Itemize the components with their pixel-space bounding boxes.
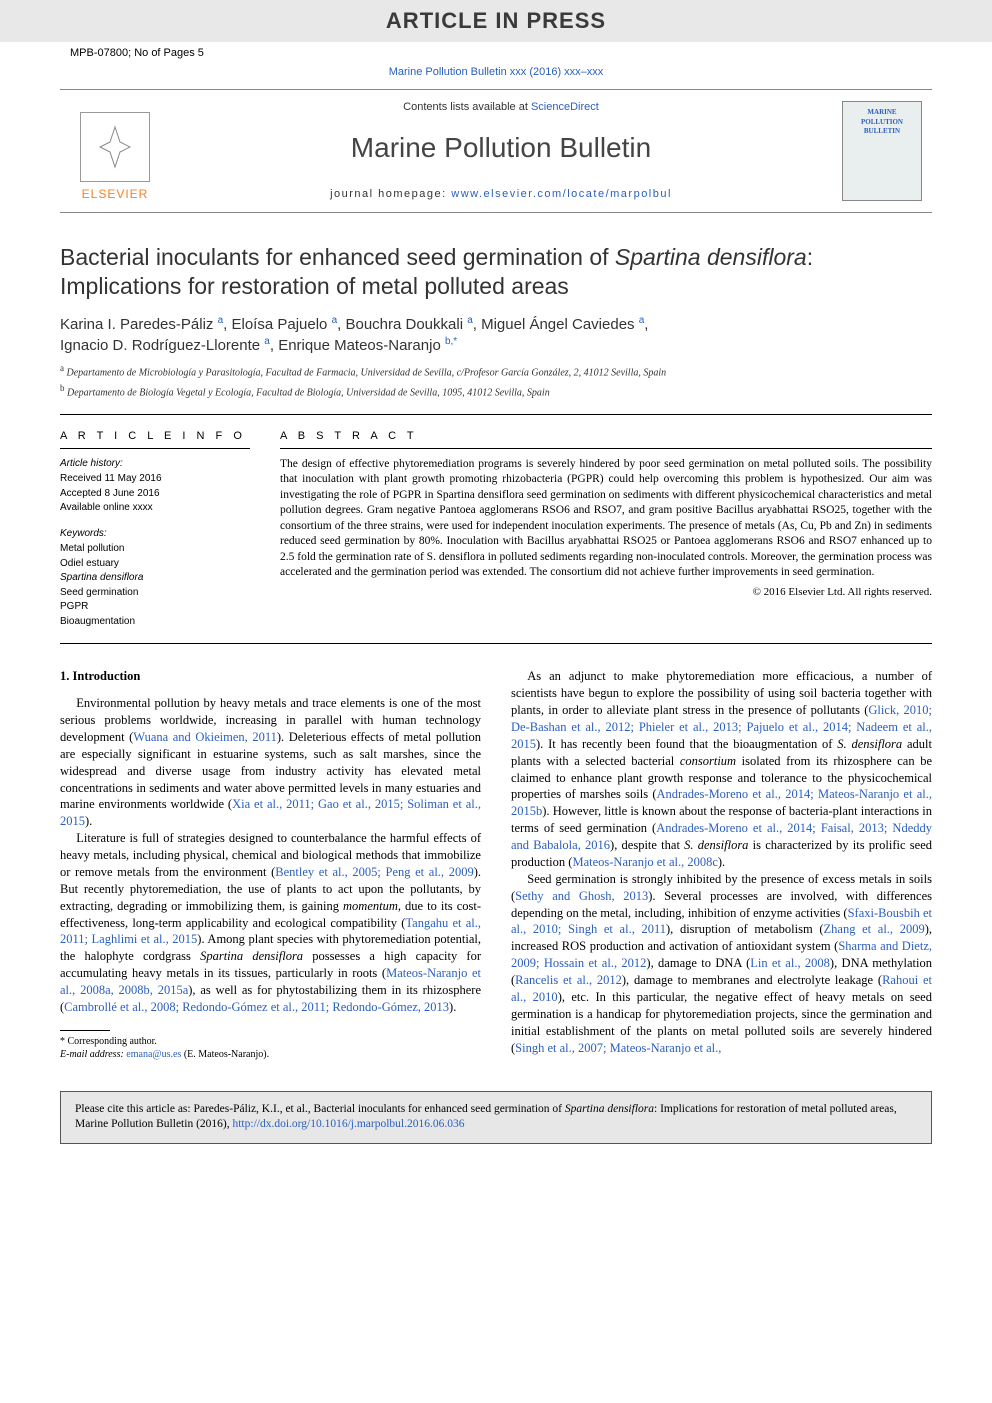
- sciencedirect-link[interactable]: ScienceDirect: [531, 101, 599, 113]
- masthead: ELSEVIER Contents lists available at Sci…: [60, 89, 932, 212]
- citation-link[interactable]: Singh et al., 2007; Mateos-Naranjo et al…: [515, 1041, 721, 1055]
- cover-label: MARINE POLLUTION BULLETIN: [861, 108, 903, 136]
- affiliation: b Departamento de Biología Vegetal y Eco…: [60, 382, 932, 400]
- masthead-center: Contents lists available at ScienceDirec…: [170, 100, 832, 201]
- title-species: Spartina densiflora: [615, 244, 807, 270]
- section-1-head: 1. Introduction: [60, 668, 481, 685]
- article-in-press-banner: ARTICLE IN PRESS: [0, 0, 992, 42]
- copyright-line: © 2016 Elsevier Ltd. All rights reserved…: [280, 585, 932, 600]
- divider: [60, 414, 932, 415]
- citation-link[interactable]: Lin et al., 2008: [750, 956, 830, 970]
- article-info-column: a r t i c l e i n f o Article history: R…: [60, 429, 250, 629]
- paragraph: As an adjunct to make phytoremediation m…: [511, 668, 932, 871]
- keyword: PGPR: [60, 600, 250, 614]
- abstract-text: The design of effective phytoremediation…: [280, 457, 932, 581]
- keyword: Spartina densiflora: [60, 571, 250, 585]
- abstract-column: a b s t r a c t The design of effective …: [280, 429, 932, 629]
- history-item: Accepted 8 June 2016: [60, 487, 250, 501]
- article-id: MPB-07800; No of Pages 5: [70, 46, 204, 61]
- publisher-logo-block: ELSEVIER: [60, 100, 170, 201]
- corresponding-email-link[interactable]: emana@us.es: [126, 1049, 181, 1060]
- journal-homepage-line: journal homepage: www.elsevier.com/locat…: [180, 187, 822, 202]
- citation-link[interactable]: Zhang et al., 2009: [824, 922, 925, 936]
- keywords-head: Keywords:: [60, 527, 250, 541]
- author: Eloísa Pajuelo a: [231, 316, 337, 333]
- elsevier-wordmark: ELSEVIER: [82, 186, 149, 202]
- author: Bouchra Doukkali a: [345, 316, 472, 333]
- contents-available-line: Contents lists available at ScienceDirec…: [180, 100, 822, 115]
- keywords-list: Metal pollution Odiel estuary Spartina d…: [60, 542, 250, 628]
- citation-link[interactable]: Sethy and Ghosh, 2013: [515, 889, 648, 903]
- keyword: Seed germination: [60, 586, 250, 600]
- email-suffix: (E. Mateos-Naranjo).: [181, 1049, 269, 1060]
- running-head: Marine Pollution Bulletin xxx (2016) xxx…: [0, 63, 992, 90]
- journal-title: Marine Pollution Bulletin: [180, 129, 822, 167]
- info-abstract-row: a r t i c l e i n f o Article history: R…: [60, 429, 932, 629]
- title-pre: Bacterial inoculants for enhanced seed g…: [60, 244, 615, 270]
- history-head: Article history:: [60, 457, 250, 471]
- keyword: Odiel estuary: [60, 557, 250, 571]
- divider: [60, 643, 932, 644]
- author: Ignacio D. Rodríguez-Llorente a: [60, 337, 270, 354]
- citation-link[interactable]: Cambrollé et al., 2008; Redondo-Gómez et…: [64, 1000, 449, 1014]
- journal-homepage-link[interactable]: www.elsevier.com/locate/marpolbul: [451, 188, 672, 200]
- cite-species: Spartina densiflora: [565, 1103, 654, 1115]
- author: Miguel Ángel Caviedes a: [481, 316, 644, 333]
- history-body: Received 11 May 2016 Accepted 8 June 201…: [60, 472, 250, 515]
- right-column: As an adjunct to make phytoremediation m…: [511, 668, 932, 1061]
- history-item: Available online xxxx: [60, 501, 250, 515]
- article-info-head: a r t i c l e i n f o: [60, 429, 250, 449]
- citation-link[interactable]: Wuana and Okieimen, 2011: [133, 730, 277, 744]
- left-column: 1. Introduction Environmental pollution …: [60, 668, 481, 1061]
- history-item: Received 11 May 2016: [60, 472, 250, 486]
- paragraph: Environmental pollution by heavy metals …: [60, 695, 481, 830]
- citation-link[interactable]: Rancelis et al., 2012: [515, 973, 622, 987]
- cite-text-pre: Please cite this article as: Paredes-Pál…: [75, 1103, 565, 1115]
- abstract-head: a b s t r a c t: [280, 429, 932, 449]
- body-two-columns: 1. Introduction Environmental pollution …: [60, 668, 932, 1061]
- article-title: Bacterial inoculants for enhanced seed g…: [60, 243, 932, 301]
- doi-link[interactable]: http://dx.doi.org/10.1016/j.marpolbul.20…: [232, 1118, 464, 1130]
- keyword: Bioaugmentation: [60, 615, 250, 629]
- citation-link[interactable]: Mateos-Naranjo et al., 2008c: [572, 855, 717, 869]
- elsevier-tree-icon: [80, 112, 150, 182]
- email-label: E-mail address:: [60, 1049, 126, 1060]
- footnote-rule: [60, 1030, 110, 1031]
- author: Enrique Mateos-Naranjo b,*: [278, 337, 457, 354]
- authors-line: Karina I. Paredes-Páliz a, Eloísa Pajuel…: [60, 314, 932, 356]
- author: Karina I. Paredes-Páliz a: [60, 316, 223, 333]
- homepage-prefix: journal homepage:: [330, 188, 451, 200]
- header-row: MPB-07800; No of Pages 5: [0, 42, 992, 63]
- paragraph: Literature is full of strategies designe…: [60, 830, 481, 1016]
- contents-prefix: Contents lists available at: [403, 101, 531, 113]
- corresponding-author-note: * Corresponding author.: [60, 1035, 481, 1048]
- journal-cover-block: MARINE POLLUTION BULLETIN: [832, 100, 932, 201]
- email-note: E-mail address: emana@us.es (E. Mateos-N…: [60, 1048, 481, 1061]
- paragraph: Seed germination is strongly inhibited b…: [511, 871, 932, 1057]
- journal-cover-thumbnail: MARINE POLLUTION BULLETIN: [842, 101, 922, 201]
- please-cite-box: Please cite this article as: Paredes-Pál…: [60, 1091, 932, 1144]
- citation-link[interactable]: Bentley et al., 2005; Peng et al., 2009: [275, 865, 473, 879]
- affiliation: a Departamento de Microbiología y Parasi…: [60, 362, 932, 380]
- keyword: Metal pollution: [60, 542, 250, 556]
